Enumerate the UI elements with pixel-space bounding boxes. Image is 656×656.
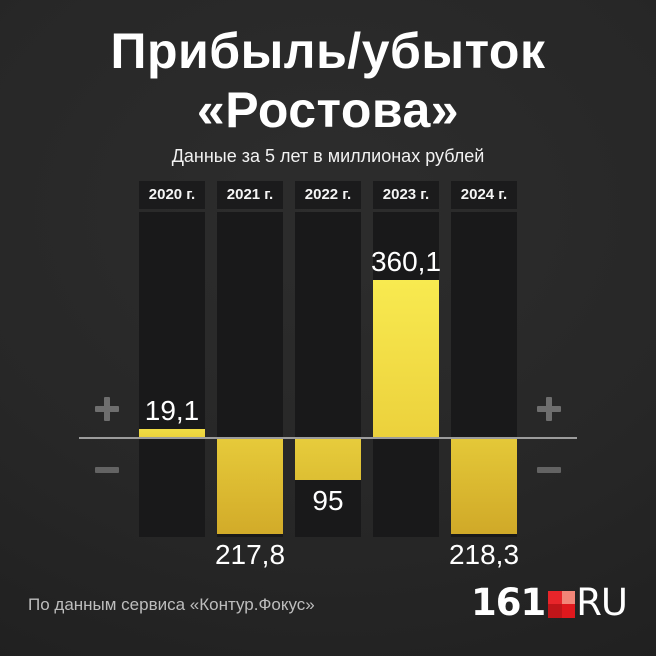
year-header-2023: 2023 г.	[373, 181, 439, 209]
plus-icon-left	[95, 397, 119, 421]
bar-value-2023: 360,1	[370, 246, 442, 277]
column-2022: 2022 г. 95	[295, 181, 361, 537]
logo-red-square-icon	[548, 590, 576, 618]
logo-suffix: RU	[576, 581, 628, 624]
minus-icon-left	[95, 467, 119, 473]
column-panel-2020	[139, 212, 205, 537]
logo-square-br	[561, 604, 576, 618]
year-header-2020: 2020 г.	[139, 181, 205, 209]
year-header-2022: 2022 г.	[295, 181, 361, 209]
logo-number: 161	[470, 581, 546, 624]
bar-2021	[217, 439, 283, 534]
chart-subtitle: Данные за 5 лет в миллионах рублей	[171, 146, 485, 166]
bar-value-2024: 218,3	[448, 539, 520, 570]
column-2021: 2021 г. 217,8	[215, 181, 285, 570]
logo-square-tl	[548, 590, 562, 604]
data-source-caption: По данным сервиса «Контур.Фокус»	[28, 595, 315, 614]
brand-logo-161ru: 161 RU	[470, 581, 628, 624]
page-title: Прибыль/убыток «Ростова»	[0, 22, 656, 140]
year-header-2021: 2021 г.	[217, 181, 283, 209]
bar-2022	[295, 439, 361, 480]
column-2024: 2024 г. 218,3	[449, 181, 519, 570]
bar-2024	[451, 439, 517, 534]
bar-value-2020: 19,1	[144, 395, 200, 426]
logo-square-tr	[561, 590, 576, 604]
column-2023: 2023 г. 360,1	[371, 181, 441, 537]
bar-2020	[139, 429, 205, 437]
minus-icon-right	[537, 467, 561, 473]
bar-2023	[373, 280, 439, 437]
bar-value-2022: 95	[312, 485, 344, 516]
year-header-2024: 2024 г.	[451, 181, 517, 209]
column-2020: 2020 г. 19,1	[139, 181, 205, 537]
bar-value-2021: 217,8	[214, 539, 286, 570]
zero-axis-line	[79, 437, 577, 439]
title-line-2: «Ростова»	[196, 82, 460, 138]
title-line-1: Прибыль/убыток	[110, 23, 546, 79]
column-panel-2022	[295, 212, 361, 537]
plus-icon-right	[537, 397, 561, 421]
logo-square-bl	[548, 604, 562, 618]
